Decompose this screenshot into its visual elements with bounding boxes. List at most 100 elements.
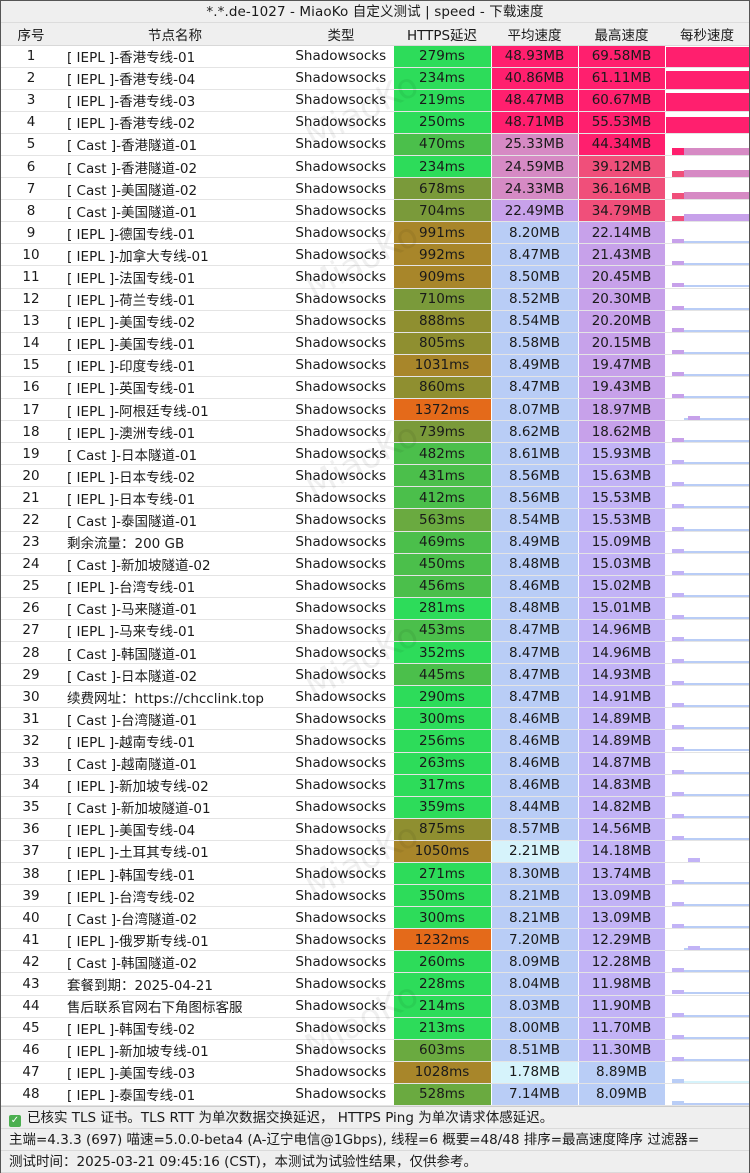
table-row[interactable]: 24[ Cast ]-新加坡隧道-02 Shadowsocks 450ms 8.48M… bbox=[1, 553, 749, 576]
header-https-latency[interactable]: HTTPS延迟 bbox=[393, 23, 491, 46]
max-speed: 13.09MB bbox=[577, 906, 666, 930]
avg-speed: 8.47MB bbox=[490, 685, 579, 709]
table-row[interactable]: 47[ IEPL ]-美国专线-03 Shadowsocks 1028ms 1.78M… bbox=[1, 1061, 749, 1084]
table-row[interactable]: 34[ IEPL ]-新加坡专线-02 Shadowsocks 317ms 8.46M… bbox=[1, 774, 749, 797]
row-index: 10 bbox=[1, 243, 61, 267]
table-row[interactable]: 10[ IEPL ]-加拿大专线-01 Shadowsocks 992ms 8.47M… bbox=[1, 243, 749, 267]
table-row[interactable]: 33[ Cast ]-越南隧道-01 Shadowsocks 263ms 8.46MB… bbox=[1, 752, 749, 775]
table-row[interactable]: 22[ Cast ]-泰国隧道-01 Shadowsocks 563ms 8.54MB… bbox=[1, 508, 749, 532]
table-row[interactable]: 37[ IEPL ]-土耳其专线-01 Shadowsocks 1050ms 2.21… bbox=[1, 840, 749, 863]
max-speed: 39.12MB bbox=[577, 155, 666, 179]
sparkline-avg-bar bbox=[683, 192, 749, 199]
row-index: 18 bbox=[1, 420, 61, 444]
row-index: 26 bbox=[1, 597, 61, 620]
table-row[interactable]: 41[ IEPL ]-俄罗斯专线-01 Shadowsocks 1232ms 7.20… bbox=[1, 928, 749, 952]
table-row[interactable]: 4[ IEPL ]-香港专线-02 Shadowsocks 250ms 48.71MB… bbox=[1, 111, 749, 134]
header-max-speed[interactable]: 最高速度 bbox=[578, 23, 665, 46]
table-row[interactable]: 32[ IEPL ]-越南专线-01 Shadowsocks 256ms 8.46MB… bbox=[1, 729, 749, 753]
table-row[interactable]: 13[ IEPL ]-美国专线-02 Shadowsocks 888ms 8.54MB… bbox=[1, 310, 749, 333]
table-row[interactable]: 12[ IEPL ]-荷兰专线-01 Shadowsocks 710ms 8.52MB… bbox=[1, 288, 749, 311]
sparkline-avg-bar bbox=[683, 373, 749, 376]
avg-speed: 8.49MB bbox=[490, 354, 579, 377]
https-latency: 290ms bbox=[392, 685, 492, 709]
avg-speed: 8.21MB bbox=[490, 884, 579, 908]
test-time-line: 测试时间：2025-03-21 09:45:16 (CST)，本测试为试验性结果… bbox=[1, 1151, 749, 1173]
table-row[interactable]: 18[ IEPL ]-澳洲专线-01 Shadowsocks 739ms 8.62MB… bbox=[1, 420, 749, 444]
row-index: 23 bbox=[1, 531, 61, 554]
node-name: [ Cast ]-台湾隧道-01 bbox=[61, 707, 289, 731]
table-row[interactable]: 2[ IEPL ]-香港专线-04 Shadowsocks 234ms 40.86MB… bbox=[1, 67, 749, 90]
https-latency: 431ms bbox=[392, 464, 492, 488]
table-row[interactable]: 3[ IEPL ]-香港专线-03 Shadowsocks 219ms 48.47MB… bbox=[1, 89, 749, 112]
max-speed: 11.30MB bbox=[577, 1039, 666, 1062]
table-row[interactable]: 15[ IEPL ]-印度专线-01 Shadowsocks 1031ms 8.49M… bbox=[1, 354, 749, 377]
table-row[interactable]: 25[ IEPL ]-台湾专线-01 Shadowsocks 456ms 8.46MB… bbox=[1, 575, 749, 598]
max-speed: 13.09MB bbox=[577, 884, 666, 908]
table-row[interactable]: 23 剩余流量：200 GB Shadowsocks 469ms 8.49MB 15.09… bbox=[1, 531, 749, 554]
node-name: [ Cast ]-日本隧道-01 bbox=[61, 442, 289, 466]
node-type: Shadowsocks bbox=[289, 464, 393, 488]
table-row[interactable]: 7[ Cast ]-美国隧道-02 Shadowsocks 678ms 24.33MB… bbox=[1, 177, 749, 201]
table-row[interactable]: 30 续费网址：https://chcclink.top Shadowsocks 29… bbox=[1, 685, 749, 709]
table-row[interactable]: 5[ Cast ]-香港隧道-01 Shadowsocks 470ms 25.33MB… bbox=[1, 133, 749, 156]
table-row[interactable]: 27[ IEPL ]-马来专线-01 Shadowsocks 453ms 8.47MB… bbox=[1, 619, 749, 643]
table-row[interactable]: 26[ Cast ]-马来隧道-01 Shadowsocks 281ms 8.48MB… bbox=[1, 597, 749, 620]
table-row[interactable]: 46[ IEPL ]-新加坡专线-01 Shadowsocks 603ms 8.51M… bbox=[1, 1039, 749, 1062]
table-row[interactable]: 48[ IEPL ]-泰国专线-01 Shadowsocks 528ms 7.14MB… bbox=[1, 1083, 749, 1107]
table-row[interactable]: 6[ Cast ]-香港隧道-02 Shadowsocks 234ms 24.59MB… bbox=[1, 155, 749, 179]
header-avg-speed[interactable]: 平均速度 bbox=[491, 23, 578, 46]
node-type: Shadowsocks bbox=[289, 486, 393, 510]
table-row[interactable]: 38[ IEPL ]-韩国专线-01 Shadowsocks 271ms 8.30MB… bbox=[1, 862, 749, 886]
sparkline-avg-bar bbox=[683, 970, 749, 972]
table-row[interactable]: 28[ Cast ]-韩国隧道-01 Shadowsocks 352ms 8.47MB… bbox=[1, 641, 749, 665]
avg-speed: 48.47MB bbox=[490, 89, 579, 112]
table-row[interactable]: 1[ IEPL ]-香港专线-01 Shadowsocks 279ms 48.93MB… bbox=[1, 45, 749, 68]
table-row[interactable]: 43 套餐到期：2025-04-21 Shadowsocks 228ms 8.04MB 1… bbox=[1, 972, 749, 996]
table-row[interactable]: 20[ IEPL ]-日本专线-02 Shadowsocks 431ms 8.56MB… bbox=[1, 464, 749, 488]
sparkline-avg-bar bbox=[683, 837, 749, 840]
node-type: Shadowsocks bbox=[289, 376, 393, 400]
max-speed: 20.15MB bbox=[577, 332, 666, 355]
table-row[interactable]: 17[ IEPL ]-阿根廷专线-01 Shadowsocks 1372ms 8.07… bbox=[1, 398, 749, 422]
sparkline-peak-bar bbox=[671, 1012, 684, 1017]
https-latency: 739ms bbox=[392, 420, 492, 444]
max-speed: 22.14MB bbox=[577, 221, 666, 245]
table-row[interactable]: 45[ IEPL ]-韩国专线-02 Shadowsocks 213ms 8.00MB… bbox=[1, 1017, 749, 1040]
row-index: 1 bbox=[1, 45, 61, 68]
table-row[interactable]: 19[ Cast ]-日本隧道-01 Shadowsocks 482ms 8.61MB… bbox=[1, 442, 749, 466]
avg-speed: 8.61MB bbox=[490, 442, 579, 466]
node-type: Shadowsocks bbox=[289, 265, 393, 289]
table-row[interactable]: 16[ IEPL ]-英国专线-01 Shadowsocks 860ms 8.47MB… bbox=[1, 376, 749, 400]
header-node-name[interactable]: 节点名称 bbox=[61, 23, 289, 46]
sparkline-avg-bar bbox=[683, 147, 749, 155]
table-row[interactable]: 39[ IEPL ]-台湾专线-02 Shadowsocks 350ms 8.21MB… bbox=[1, 884, 749, 908]
row-index: 9 bbox=[1, 221, 61, 245]
table-row[interactable]: 35[ Cast ]-新加坡隧道-01 Shadowsocks 359ms 8.44M… bbox=[1, 796, 749, 819]
per-second-speed-sparkline bbox=[665, 177, 749, 201]
table-row[interactable]: 31[ Cast ]-台湾隧道-01 Shadowsocks 300ms 8.46MB… bbox=[1, 707, 749, 731]
node-name: [ IEPL ]-泰国专线-01 bbox=[61, 1083, 289, 1107]
table-row[interactable]: 42[ Cast ]-韩国隧道-02 Shadowsocks 260ms 8.09MB… bbox=[1, 950, 749, 974]
table-row[interactable]: 11[ IEPL ]-法国专线-01 Shadowsocks 909ms 8.50MB… bbox=[1, 265, 749, 289]
header-per-second-speed[interactable]: 每秒速度 bbox=[665, 23, 749, 46]
table-row[interactable]: 44 售后联系官网右下角图标客服 Shadowsocks 214ms 8.03MB 11.… bbox=[1, 995, 749, 1018]
table-row[interactable]: 36[ IEPL ]-美国专线-04 Shadowsocks 875ms 8.57MB… bbox=[1, 818, 749, 841]
table-row[interactable]: 21[ IEPL ]-日本专线-01 Shadowsocks 412ms 8.56MB… bbox=[1, 486, 749, 510]
avg-speed: 24.33MB bbox=[490, 177, 579, 201]
per-second-speed-sparkline bbox=[665, 906, 749, 930]
sparkline-peak-bar bbox=[671, 327, 684, 332]
table-row[interactable]: 40[ Cast ]-台湾隧道-02 Shadowsocks 300ms 8.21MB… bbox=[1, 906, 749, 930]
sparkline-avg-bar bbox=[683, 506, 749, 508]
https-latency: 359ms bbox=[392, 796, 492, 819]
sparkline-peak-bar bbox=[671, 902, 684, 906]
sparkline-avg-bar bbox=[683, 170, 749, 177]
max-speed: 8.89MB bbox=[577, 1061, 666, 1084]
table-row[interactable]: 8[ Cast ]-美国隧道-01 Shadowsocks 704ms 22.49MB… bbox=[1, 199, 749, 223]
avg-speed: 8.47MB bbox=[490, 243, 579, 267]
table-row[interactable]: 9[ IEPL ]-德国专线-01 Shadowsocks 991ms 8.20MB 2… bbox=[1, 221, 749, 245]
header-type[interactable]: 类型 bbox=[289, 23, 393, 46]
header-index[interactable]: 序号 bbox=[1, 23, 61, 46]
table-row[interactable]: 29[ Cast ]-日本隧道-02 Shadowsocks 445ms 8.47MB… bbox=[1, 663, 749, 687]
node-name: [ IEPL ]-印度专线-01 bbox=[61, 354, 289, 377]
table-row[interactable]: 14[ IEPL ]-美国专线-01 Shadowsocks 805ms 8.58MB… bbox=[1, 332, 749, 355]
